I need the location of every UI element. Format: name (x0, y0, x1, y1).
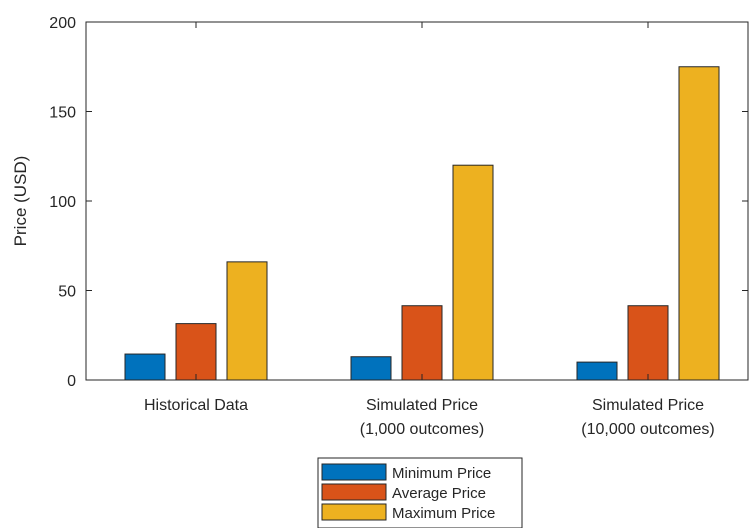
legend-swatch (321, 463, 387, 481)
bar-average-price-2 (627, 305, 669, 381)
bar-average-price-0 (175, 323, 217, 381)
x-tick-label: Historical Data (144, 397, 248, 414)
x-tick-label: Simulated Price (592, 397, 704, 414)
legend: Minimum Price Average Price Maximum Price (317, 457, 523, 528)
bar-maximum-price-2 (678, 66, 720, 381)
legend-label: Average Price (392, 485, 486, 502)
legend-label: Maximum Price (392, 505, 495, 522)
legend-swatch (321, 503, 387, 521)
ticks-layer: 0 50 100 150 200 Historical Data Simulated Pri… (49, 15, 748, 438)
bar-minimum-price-1 (350, 356, 392, 381)
bar-maximum-price-1 (452, 164, 494, 381)
y-tick-label: 200 (49, 15, 76, 32)
x-tick-label: (10,000 outcomes) (581, 421, 714, 438)
y-tick-label: 100 (49, 194, 76, 211)
x-tick-label: Simulated Price (366, 397, 478, 414)
bar-average-price-1 (401, 305, 443, 381)
y-tick-label: 50 (58, 284, 76, 301)
x-tick-label: (1,000 outcomes) (360, 421, 485, 438)
bar-minimum-price-2 (576, 361, 618, 381)
y-axis-label: Price (USD) (11, 156, 30, 247)
bars-layer (124, 66, 720, 381)
bar-maximum-price-0 (226, 261, 268, 381)
bar-minimum-price-0 (124, 353, 166, 381)
y-tick-label: 150 (49, 105, 76, 122)
legend-swatch (321, 483, 387, 501)
legend-label: Minimum Price (392, 465, 491, 482)
y-tick-label: 0 (67, 373, 76, 390)
